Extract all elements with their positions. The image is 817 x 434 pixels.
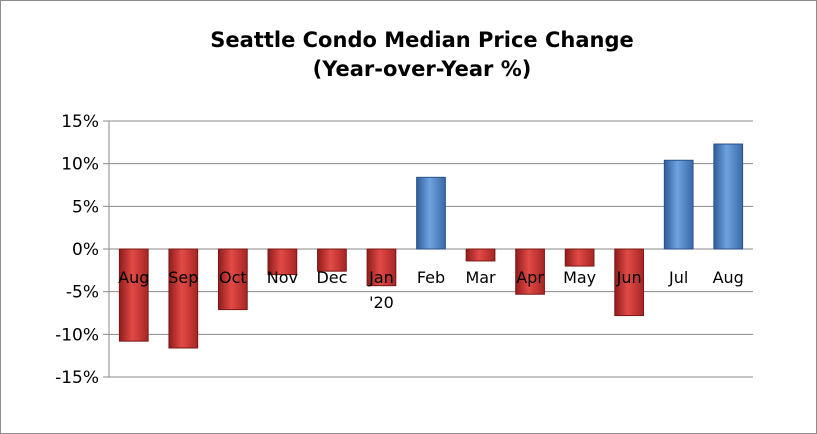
bar xyxy=(416,176,446,250)
y-tick-label: -5% xyxy=(66,283,99,303)
x-tick-label: Aug xyxy=(713,268,744,287)
y-tick-label: 10% xyxy=(61,155,99,175)
bar xyxy=(267,248,298,276)
x-tick-label: Aug xyxy=(118,268,149,287)
x-tick-label: '20 xyxy=(369,293,394,312)
x-tick-label: Jun xyxy=(616,268,642,287)
bars xyxy=(118,143,744,349)
x-tick-label: Apr xyxy=(516,268,544,287)
x-axis-labels: Aug Sep Oct Nov Dec Jan '20 Feb Mar Apr May Jun Jul A… xyxy=(118,268,744,312)
x-tick-label: Dec xyxy=(316,268,347,287)
bar xyxy=(366,248,397,287)
x-tick-label: Feb xyxy=(417,268,445,287)
x-tick-label: Mar xyxy=(465,268,496,287)
y-axis: 15% 10% 5% 0% -5% -10% -15% xyxy=(55,112,110,388)
x-tick-label: Jul xyxy=(668,268,688,287)
bar xyxy=(713,143,744,250)
x-tick-label: Nov xyxy=(267,268,298,287)
bar xyxy=(564,248,595,267)
y-tick-label: 0% xyxy=(72,240,99,260)
x-tick-label: May xyxy=(563,268,596,287)
bar xyxy=(118,248,149,342)
y-tick-label: -15% xyxy=(55,368,99,388)
bar xyxy=(317,248,347,272)
chart-title: Seattle Condo Median Price Change xyxy=(210,28,633,52)
bar xyxy=(663,159,694,250)
bar xyxy=(614,248,645,317)
x-tick-label: Sep xyxy=(168,268,198,287)
x-tick-label: Jan xyxy=(368,268,394,287)
y-tick-label: 5% xyxy=(72,197,99,217)
chart-subtitle: (Year-over-Year %) xyxy=(313,57,532,81)
bar xyxy=(515,248,545,295)
bar xyxy=(465,248,496,262)
y-tick-label: -10% xyxy=(55,325,99,345)
bar xyxy=(217,248,248,311)
y-tick-label: 15% xyxy=(61,112,99,132)
bar xyxy=(168,248,199,349)
x-tick-label: Oct xyxy=(219,268,247,287)
